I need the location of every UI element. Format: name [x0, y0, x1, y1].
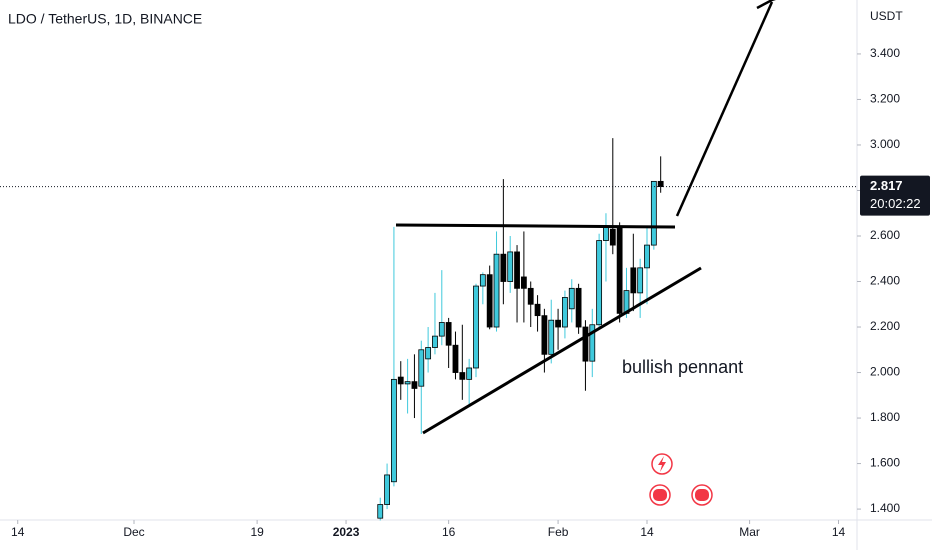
currency-label: USDT: [870, 9, 903, 23]
x-tick-label: Dec: [123, 525, 144, 539]
y-tick-label: 1.400: [870, 501, 900, 515]
y-tick-label: 1.800: [870, 410, 900, 424]
candle-body: [438, 322, 445, 337]
candle-body: [603, 226, 609, 241]
y-tick-label: 3.200: [870, 92, 900, 106]
candle-body: [493, 253, 500, 328]
x-tick-label: 16: [442, 525, 456, 539]
x-tick-label: 14: [11, 525, 25, 539]
candle-body: [391, 378, 397, 483]
candle-body: [534, 303, 541, 317]
y-tick-label: 2.600: [870, 228, 900, 242]
y-tick-label: 2.200: [870, 319, 900, 333]
y-tick-label: 3.000: [870, 137, 900, 151]
last-price-box: [860, 175, 930, 216]
candle-body: [630, 267, 637, 294]
annotation: bullish pennant: [622, 357, 743, 377]
candle-body: [657, 180, 664, 188]
support-trendline: [422, 266, 702, 435]
candle-body: [466, 367, 473, 380]
candle-body: [616, 226, 623, 314]
y-tick-label: 3.400: [870, 46, 900, 60]
candle-body: [486, 274, 493, 328]
candle-body: [418, 349, 425, 387]
candle-body: [568, 287, 575, 310]
candle-body: [500, 253, 507, 282]
candle-body: [432, 335, 438, 348]
candle-body: [507, 251, 514, 282]
x-tick-label: 2023: [333, 525, 360, 539]
x-tick-label: 14: [832, 525, 846, 539]
x-tick-label: 19: [250, 525, 264, 539]
y-tick-label: 2.400: [870, 274, 900, 288]
candle-body: [377, 504, 384, 519]
candle-body: [541, 315, 548, 355]
candle-body: [644, 244, 650, 269]
flag-icon: [653, 489, 667, 501]
event-icons: [649, 453, 713, 506]
candle-body: [589, 324, 596, 362]
candle-body: [384, 474, 390, 505]
candle-body: [527, 287, 534, 305]
candle-body: [562, 297, 568, 328]
candle-body: [596, 240, 603, 326]
candle-body: [404, 381, 411, 385]
plot-area: [377, 138, 664, 521]
candle-body: [514, 251, 520, 289]
y-tick-label: 1.600: [870, 456, 900, 470]
candle-body: [452, 344, 459, 373]
chart-title: LDO / TetherUS, 1D, BINANCE: [8, 11, 202, 27]
candle-body: [555, 319, 561, 328]
x-tick-label: Feb: [548, 525, 569, 539]
candle-body: [520, 276, 527, 289]
candle-body: [479, 274, 486, 287]
x-tick-label: Mar: [739, 525, 760, 539]
candle-body: [445, 322, 452, 346]
last-price-label: 2.817: [870, 178, 903, 193]
candle-body: [650, 180, 657, 246]
candle-body: [425, 347, 432, 360]
event-icon-bolt: [658, 456, 666, 472]
candle-body: [459, 372, 466, 380]
candle-body: [609, 228, 616, 246]
candle-body: [637, 267, 644, 294]
candle-body: [582, 326, 589, 362]
y-tick-label: 2.000: [870, 365, 900, 379]
arrow-head: [756, 0, 776, 10]
candle-body: [473, 285, 479, 369]
flag-icon: [695, 489, 709, 501]
countdown-label: 20:02:22: [870, 196, 921, 211]
candle-body: [397, 376, 404, 385]
candle-body: [575, 287, 582, 328]
candle-body: [548, 319, 555, 355]
resistance-line: [395, 223, 676, 229]
x-tick-label: 14: [640, 525, 654, 539]
projection-arrow: [675, 1, 774, 217]
candle-body: [411, 381, 418, 389]
